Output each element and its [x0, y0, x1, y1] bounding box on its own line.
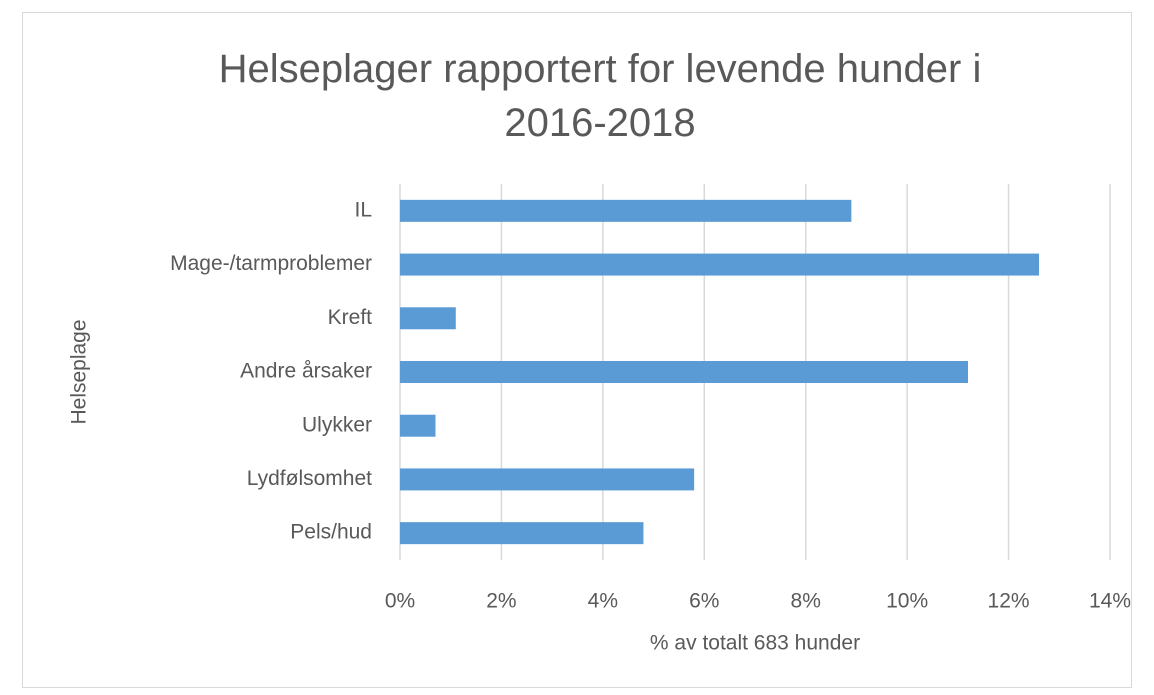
- chart-title: Helseplager rapportert for levende hunde…: [218, 47, 982, 145]
- x-tick-label: 2%: [486, 590, 516, 613]
- x-axis-label: % av totalt 683 hunder: [650, 632, 860, 655]
- bar: [400, 199, 852, 222]
- x-tick-label: 14%: [1089, 590, 1131, 613]
- bar: [400, 414, 436, 437]
- y-tick-label: Kreft: [328, 306, 373, 329]
- bar: [400, 361, 968, 383]
- x-tick-label: 12%: [988, 590, 1030, 613]
- y-tick-label: Ulykker: [302, 413, 372, 436]
- y-tick-label: Andre årsaker: [240, 360, 372, 383]
- y-tick-label: Mage-/tarmproblemer: [170, 252, 372, 275]
- bar: [400, 253, 1039, 276]
- x-tick-label: 0%: [385, 590, 415, 613]
- y-tick-label: IL: [354, 198, 372, 221]
- chart-frame: [22, 12, 1132, 688]
- x-tick-label: 8%: [791, 590, 821, 613]
- bar: [400, 468, 695, 491]
- y-tick-label: Pels/hud: [290, 521, 372, 544]
- y-tick-label: Lydfølsomhet: [247, 467, 372, 490]
- y-axis-label: Helseplage: [68, 319, 91, 424]
- x-tick-label: 10%: [886, 590, 928, 613]
- bar: [400, 522, 644, 545]
- x-tick-label: 6%: [689, 590, 719, 613]
- x-tick-label: 4%: [588, 590, 618, 613]
- bar: [400, 307, 456, 330]
